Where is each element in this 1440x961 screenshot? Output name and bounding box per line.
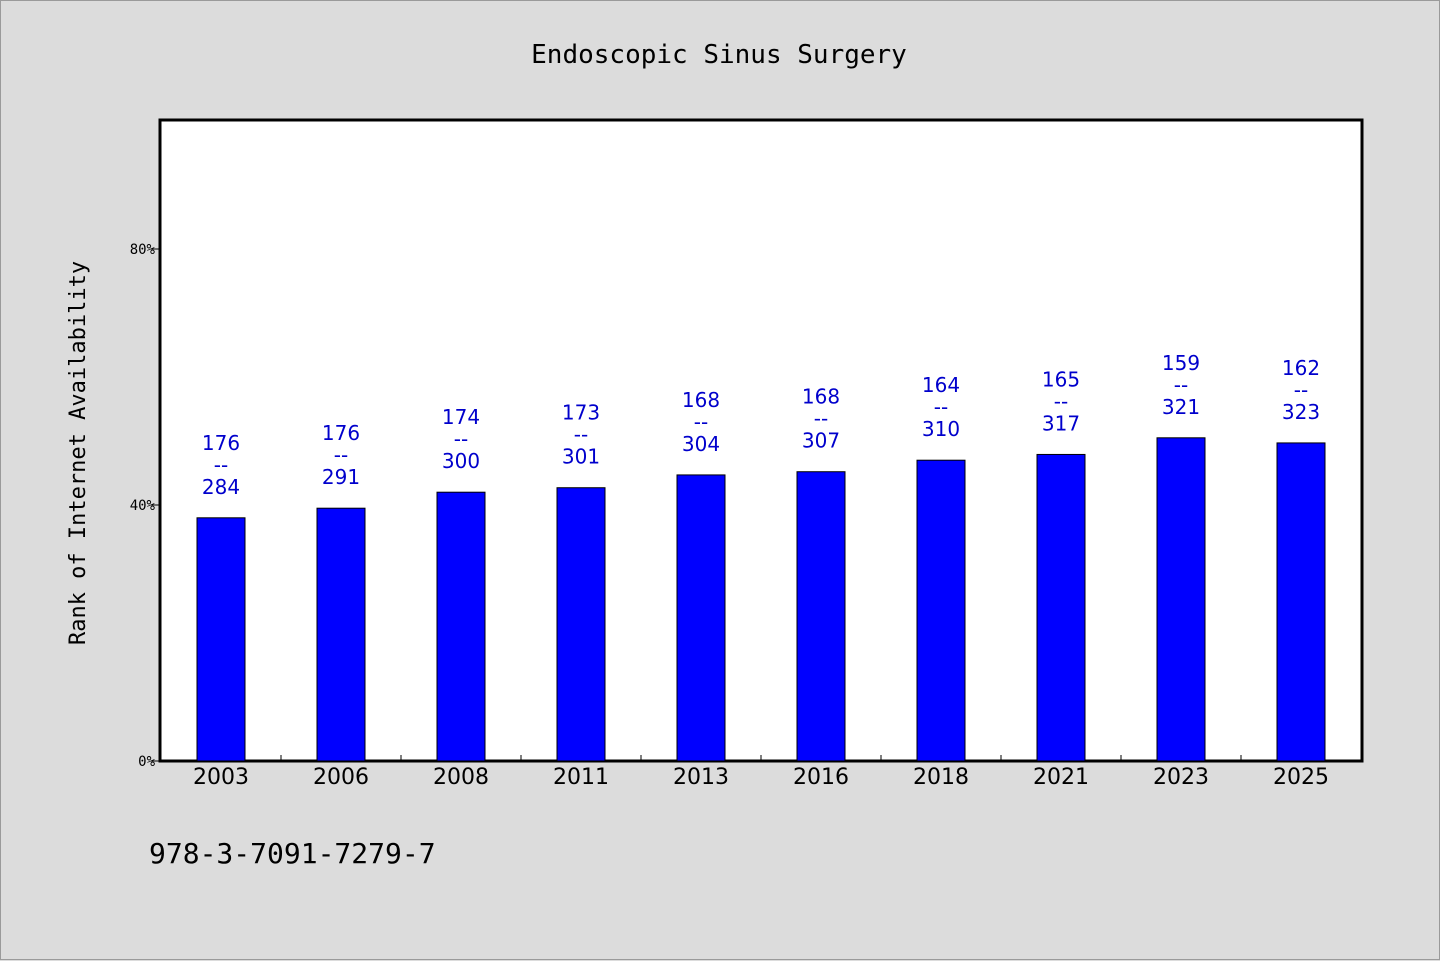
data-label-top: 174 [442, 405, 480, 429]
data-label-top: 159 [1162, 351, 1200, 375]
bar [316, 507, 366, 762]
data-label-bottom: 291 [322, 465, 360, 489]
bar [676, 474, 726, 762]
data-label-sep: -- [1174, 373, 1188, 397]
data-label-bottom: 307 [802, 429, 840, 453]
bar [1156, 437, 1206, 762]
x-tick-label: 2003 [193, 765, 249, 790]
x-tick-label: 2011 [553, 765, 609, 790]
bar [436, 491, 486, 762]
data-label-bottom: 310 [922, 417, 960, 441]
data-label-top: 168 [802, 385, 840, 409]
bar [556, 487, 606, 762]
data-label-top: 176 [322, 421, 360, 445]
bars-group [196, 437, 1326, 762]
isbn-footer: 978-3-7091-7279-7 [149, 837, 436, 870]
y-axis-ticks: 0% 40% 80% [130, 242, 161, 770]
x-tick-label: 2006 [313, 765, 369, 790]
x-tick-label: 2021 [1033, 765, 1089, 790]
x-tick-label: 2023 [1153, 765, 1209, 790]
data-label-sep: -- [814, 407, 828, 431]
x-tick-label: 2018 [913, 765, 969, 790]
data-label-bottom: 284 [202, 475, 240, 499]
y-tick-label: 0% [138, 754, 155, 770]
bar [196, 517, 246, 762]
data-label-top: 162 [1282, 356, 1320, 380]
data-label-sep: -- [1294, 378, 1308, 402]
data-label-top: 164 [922, 373, 960, 397]
data-label-bottom: 300 [442, 449, 480, 473]
chart-title: Endoscopic Sinus Surgery [531, 40, 907, 70]
data-label-sep: -- [574, 423, 588, 447]
bar [796, 471, 846, 762]
x-tick-label: 2025 [1273, 765, 1329, 790]
x-tick-label: 2016 [793, 765, 849, 790]
bar [1036, 453, 1086, 762]
data-label-bottom: 323 [1282, 400, 1320, 424]
data-label-sep: -- [934, 395, 948, 419]
bar [1276, 442, 1326, 762]
x-tick-label: 2013 [673, 765, 729, 790]
x-axis-ticks: 2003 2006 2008 2011 2013 2016 2018 2021 2023 2025 [193, 755, 1329, 790]
data-label-sep: -- [334, 443, 348, 467]
data-label-bottom: 301 [562, 445, 600, 469]
data-label-top: 173 [562, 401, 600, 425]
data-label-sep: -- [454, 427, 468, 451]
data-label-bottom: 321 [1162, 395, 1200, 419]
data-label-sep: -- [214, 453, 228, 477]
bar [916, 459, 966, 762]
data-label-bottom: 317 [1042, 411, 1080, 435]
data-label-sep: -- [694, 410, 708, 434]
data-label-top: 176 [202, 431, 240, 455]
x-tick-label: 2008 [433, 765, 489, 790]
data-label-top: 168 [682, 388, 720, 412]
y-tick-label: 80% [130, 242, 156, 258]
data-label-sep: -- [1054, 389, 1068, 413]
y-tick-label: 40% [130, 498, 156, 514]
data-labels-group: 176--284176--291174--300173--301168--304… [202, 351, 1320, 499]
data-label-top: 165 [1042, 367, 1080, 391]
data-label-bottom: 304 [682, 432, 720, 456]
y-axis-label: Rank of Internet Availability [66, 261, 91, 645]
